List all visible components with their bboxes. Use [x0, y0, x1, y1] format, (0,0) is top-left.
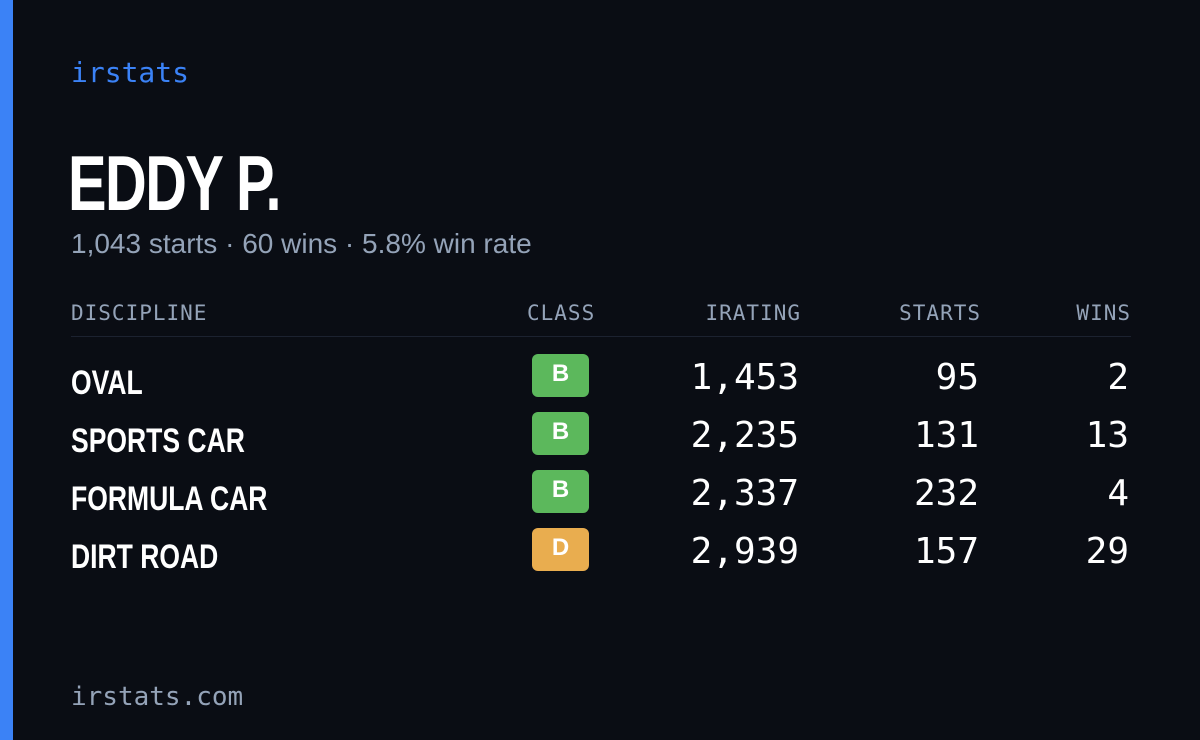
- starts-value: 157: [913, 531, 979, 572]
- table-row: FORMULA CAR B 2,337 232 4: [71, 453, 1131, 518]
- discipline-name: SPORTS CAR: [71, 422, 245, 460]
- column-header-wins: WINS: [1076, 301, 1131, 325]
- separator: ·: [225, 228, 235, 259]
- starts-value: 232: [913, 473, 979, 514]
- wins-value: 2: [1107, 357, 1129, 398]
- irating-value: 2,235: [690, 415, 799, 456]
- starts-summary: 1,043 starts: [71, 228, 218, 259]
- starts-value: 95: [935, 357, 979, 398]
- wins-summary: 60 wins: [242, 228, 338, 259]
- table-header: DISCIPLINE CLASS IRATING STARTS WINS: [71, 298, 1131, 337]
- class-badge: B: [532, 470, 589, 513]
- stats-table: DISCIPLINE CLASS IRATING STARTS WINS OVA…: [71, 298, 1131, 576]
- irating-value: 1,453: [690, 357, 799, 398]
- column-header-irating: IRATING: [705, 301, 801, 325]
- discipline-name: FORMULA CAR: [71, 480, 268, 518]
- brand-logo: irstats: [71, 56, 190, 89]
- class-badge: B: [532, 412, 589, 455]
- irating-value: 2,939: [690, 531, 799, 572]
- player-name: EDDY P.: [68, 139, 282, 227]
- class-badge: B: [532, 354, 589, 397]
- column-header-starts: STARTS: [899, 301, 981, 325]
- discipline-name: OVAL: [71, 364, 143, 402]
- table-row: DIRT ROAD D 2,939 157 29: [71, 511, 1131, 576]
- wins-value: 13: [1085, 415, 1129, 456]
- accent-bar: [0, 0, 13, 740]
- table-row: OVAL B 1,453 95 2: [71, 337, 1131, 402]
- class-badge: D: [532, 528, 589, 571]
- footer-domain: irstats.com: [71, 682, 244, 712]
- discipline-name: DIRT ROAD: [71, 538, 219, 576]
- starts-value: 131: [913, 415, 979, 456]
- player-summary: 1,043 starts · 60 wins · 5.8% win rate: [71, 226, 532, 262]
- column-header-class: CLASS: [527, 301, 596, 325]
- irating-value: 2,337: [690, 473, 799, 514]
- table-row: SPORTS CAR B 2,235 131 13: [71, 395, 1131, 460]
- wins-value: 4: [1107, 473, 1129, 514]
- separator: ·: [344, 228, 355, 259]
- wins-value: 29: [1085, 531, 1129, 572]
- column-header-discipline: DISCIPLINE: [71, 301, 208, 325]
- win-rate-summary: 5.8% win rate: [362, 228, 532, 259]
